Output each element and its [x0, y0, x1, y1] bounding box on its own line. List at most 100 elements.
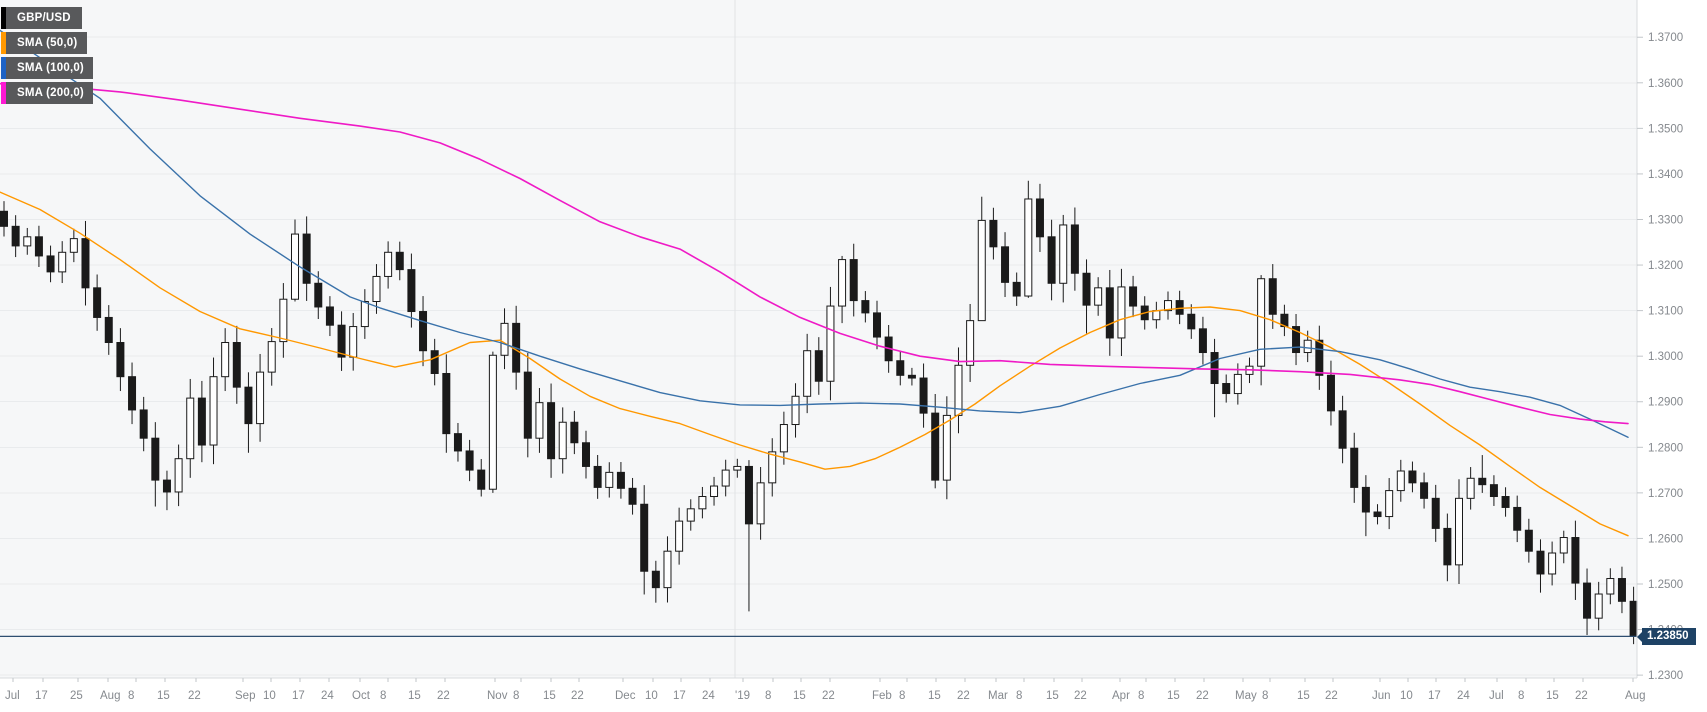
candle-down: [337, 324, 346, 358]
x-axis-label: 8: [899, 690, 905, 702]
x-axis-label: 8: [1016, 690, 1022, 702]
candle-up: [977, 219, 986, 322]
candle-up: [1257, 278, 1266, 367]
candle-down: [232, 342, 241, 388]
x-axis-label: 8: [513, 690, 519, 702]
y-axis-label: 1.3700: [1648, 32, 1683, 44]
candle-down: [1443, 527, 1452, 566]
x-axis-label: 17: [35, 690, 48, 702]
x-axis-label: Oct: [352, 690, 371, 702]
candle-down: [314, 282, 323, 308]
candle-down: [1198, 328, 1207, 354]
x-axis-label: 8: [1262, 690, 1268, 702]
candle-up: [1164, 300, 1172, 312]
candle-down: [1047, 236, 1056, 284]
candle-down: [325, 306, 334, 326]
candle-down: [1222, 383, 1231, 395]
y-axis-label: 1.2800: [1648, 442, 1683, 454]
legend-item-label: SMA (50,0): [17, 37, 78, 49]
candle-down: [465, 450, 474, 471]
candle-down: [1012, 281, 1021, 297]
legend-item-sma50[interactable]: SMA (50,0): [1, 32, 87, 54]
candle-down: [34, 236, 43, 257]
x-axis-label: 15: [1297, 690, 1310, 702]
candle-up: [1233, 373, 1242, 395]
x-axis-label: Jun: [1372, 690, 1391, 702]
candle-up: [186, 397, 195, 460]
candle-up: [966, 320, 975, 366]
candle-down: [1210, 352, 1219, 385]
candle-up: [942, 414, 951, 481]
x-axis-label: 22: [437, 690, 450, 702]
x-axis-label: 10: [645, 690, 658, 702]
candle-down: [896, 360, 905, 376]
candle-down: [81, 238, 90, 289]
candle-down: [1326, 374, 1335, 412]
candle-down: [593, 465, 602, 488]
candle-down: [989, 219, 998, 248]
candle-up: [209, 376, 218, 446]
candle-down: [1035, 198, 1044, 238]
candle-up: [686, 508, 695, 522]
candle-down: [1478, 477, 1487, 486]
candle-up: [756, 482, 765, 525]
candle-down: [1420, 482, 1429, 499]
candle-up: [1548, 552, 1557, 575]
x-axis-label: 8: [1518, 690, 1524, 702]
legend-item-gbpusd[interactable]: GBP/USD: [1, 7, 82, 29]
candle-down: [419, 311, 428, 352]
candle-up: [23, 236, 32, 247]
candle-down: [1501, 496, 1510, 508]
x-axis-label: 17: [292, 690, 305, 702]
sma-200-line: [0, 82, 1629, 425]
x-axis-label: 10: [263, 690, 276, 702]
x-axis-label: Aug: [100, 690, 120, 702]
candle-down: [1082, 272, 1091, 306]
candle-down: [302, 233, 311, 284]
candle-down: [919, 377, 928, 414]
x-axis-label: 22: [1325, 690, 1338, 702]
candle-up: [488, 354, 497, 490]
candle-up: [1059, 224, 1068, 284]
candle-up: [1385, 490, 1394, 518]
candle-up: [500, 322, 509, 356]
legend-item-sma200[interactable]: SMA (200,0): [1, 82, 93, 104]
legend-item-label: SMA (200,0): [17, 87, 84, 99]
legend-item-label: SMA (100,0): [17, 62, 84, 74]
candle-down: [582, 442, 590, 467]
x-axis-label: 15: [1167, 690, 1180, 702]
x-axis-label: Sep: [235, 690, 255, 702]
candle-up: [256, 371, 265, 425]
series-swatch-icon: [1, 32, 6, 54]
legend-item-sma100[interactable]: SMA (100,0): [1, 57, 93, 79]
candle-up: [360, 301, 369, 328]
candle-up: [721, 469, 730, 487]
candle-down: [395, 251, 404, 271]
candle-down: [547, 402, 556, 460]
candle-up: [1455, 497, 1463, 566]
candle-up: [291, 233, 299, 300]
candle-up: [279, 298, 288, 343]
x-axis-label: 8: [765, 690, 771, 702]
x-axis-label: Feb: [872, 690, 892, 702]
candle-down: [0, 210, 8, 227]
x-axis-label: 17: [1428, 690, 1441, 702]
x-axis-label: 8: [380, 690, 386, 702]
x-axis-label: 15: [543, 690, 556, 702]
candle-up: [535, 402, 544, 439]
x-axis-label: 15: [793, 690, 806, 702]
candle-down: [1268, 278, 1277, 315]
x-axis-label: 15: [157, 690, 170, 702]
candle-down: [116, 342, 125, 378]
candle-up: [779, 424, 788, 453]
candle-down: [1350, 447, 1359, 488]
x-axis-label: Mar: [988, 690, 1008, 702]
candle-down: [1338, 410, 1347, 449]
y-axis-label: 1.2300: [1648, 670, 1683, 682]
candle-up: [384, 251, 393, 277]
y-axis-label: 1.2700: [1648, 488, 1683, 500]
candle-down: [570, 421, 579, 444]
candle-down: [849, 259, 858, 302]
